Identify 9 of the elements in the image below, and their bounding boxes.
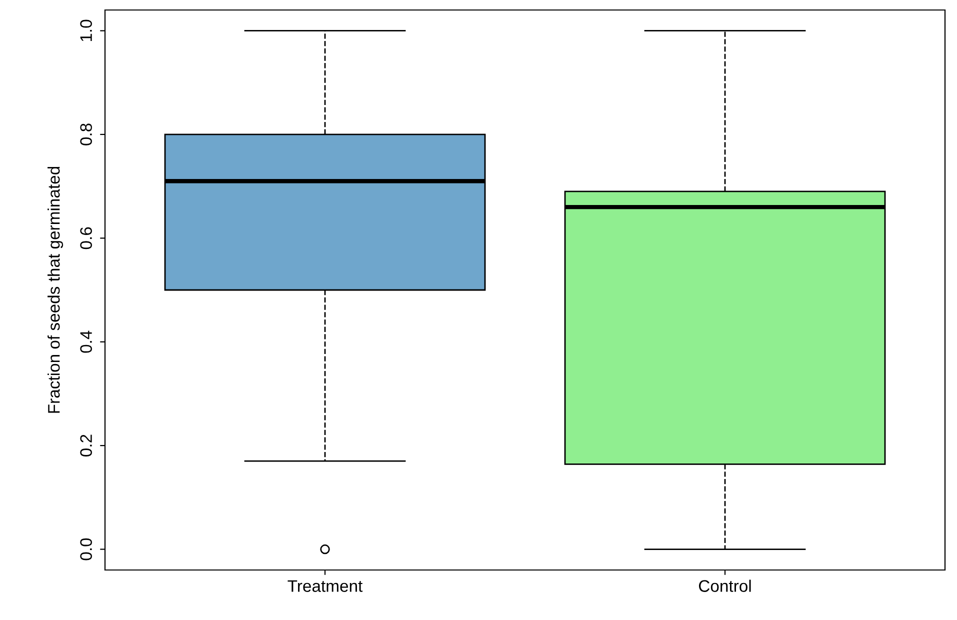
x-tick-label: Treatment [288, 580, 363, 592]
y-axis-title: Fraction of seeds that germinated [48, 166, 64, 413]
y-tick-label: 0.4 [80, 330, 92, 353]
x-tick-label: Control [698, 580, 751, 592]
y-tick-label: 0.6 [80, 227, 92, 250]
y-tick-label: 0.0 [80, 538, 92, 560]
y-tick-label: 1.0 [80, 20, 92, 42]
y-tick-label: 0.2 [80, 434, 92, 456]
y-tick-label: 0.8 [80, 124, 92, 146]
